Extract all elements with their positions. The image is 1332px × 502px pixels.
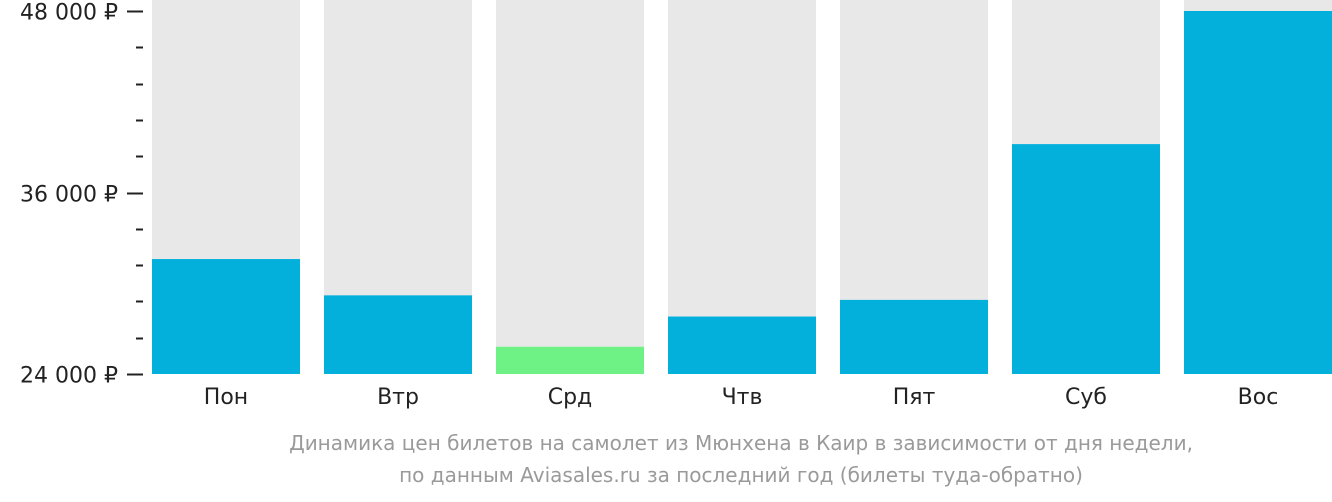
bar: [496, 346, 644, 374]
bars: [152, 11, 1332, 374]
chart-caption: Динамика цен билетов на самолет из Мюнхе…: [150, 430, 1332, 488]
x-tick-label: Втр: [377, 385, 419, 410]
bar-track: [668, 0, 816, 374]
caption-line-1: Динамика цен билетов на самолет из Мюнхе…: [289, 431, 1193, 455]
y-tick-label: 48 000 ₽: [20, 1, 118, 26]
x-tick-label: Чтв: [722, 385, 763, 410]
y-axis: 24 000 ₽ 36 000 ₽ 48 000 ₽: [20, 1, 143, 389]
bar: [152, 259, 300, 374]
x-axis: Пон Втр Срд Чтв Пят Суб Вос: [204, 385, 1279, 410]
x-tick-label: Вос: [1238, 385, 1279, 410]
x-tick-label: Суб: [1065, 385, 1107, 410]
bar: [1012, 144, 1160, 374]
bar: [840, 299, 988, 374]
price-by-weekday-chart: 24 000 ₽ 36 000 ₽ 48 000 ₽ Пон Втр Срд Чтв Пят…: [20, 0, 1332, 410]
x-tick-label: Срд: [548, 385, 593, 410]
bar: [1184, 11, 1332, 374]
bar: [324, 295, 472, 374]
y-tick-label: 24 000 ₽: [20, 364, 118, 389]
bar: [668, 316, 816, 374]
bar-track: [496, 0, 644, 374]
y-tick-label: 36 000 ₽: [20, 183, 118, 208]
x-tick-label: Пон: [204, 385, 248, 410]
x-tick-label: Пят: [893, 385, 936, 410]
caption-line-2: по данным Aviasales.ru за последний год …: [399, 463, 1083, 487]
